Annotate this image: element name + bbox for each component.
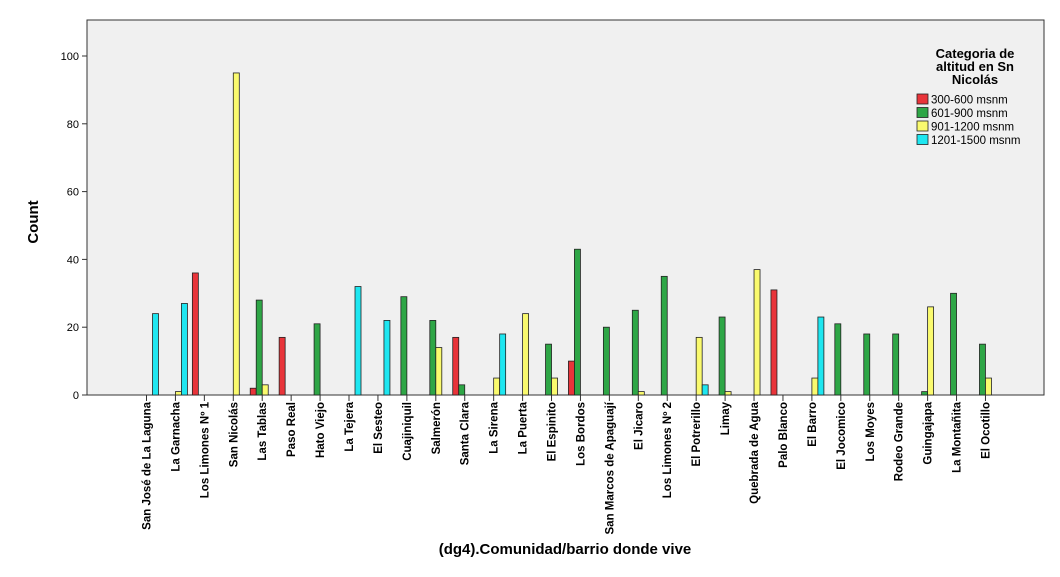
legend-label: 601-900 msnm <box>931 108 1008 120</box>
bar <box>181 303 188 396</box>
x-tick-label: La Tejera <box>344 401 356 451</box>
bar <box>522 313 529 396</box>
plot-area <box>86 19 1045 396</box>
bar <box>950 292 957 396</box>
bar <box>383 320 391 396</box>
x-tick-label: Las Tablas <box>257 402 269 461</box>
legend-swatch <box>916 93 929 105</box>
x-tick-label: Salmerón <box>431 402 443 454</box>
x-tick-label: Los Bordos <box>575 402 587 466</box>
x-tick-label: El Potrerillo <box>691 402 703 467</box>
x-tick-label: Quebrada de Agua <box>749 401 761 503</box>
bar <box>927 306 935 396</box>
x-tick-label: Los Moyes <box>865 402 877 461</box>
bar <box>493 377 501 396</box>
bar <box>817 316 825 396</box>
bar <box>892 333 900 396</box>
bar <box>985 377 992 396</box>
x-tick-label: El Jocomico <box>836 402 848 470</box>
bar <box>695 336 703 396</box>
legend-label: 1201-1500 msnm <box>931 135 1021 147</box>
bar <box>724 391 732 396</box>
bar <box>921 391 929 396</box>
x-tick-label: San Nicolás <box>228 402 240 467</box>
bar <box>701 384 709 396</box>
x-tick-label: Cuajiniquil <box>402 402 414 461</box>
x-tick-label: Palo Blanco <box>778 402 790 468</box>
x-tick-label: Guingajapa <box>923 401 935 464</box>
bar <box>863 333 871 396</box>
bar <box>718 316 726 396</box>
bar <box>175 391 182 396</box>
x-tick-label: El Sesteo <box>373 402 385 454</box>
bar <box>458 384 466 396</box>
x-tick-label: El Ocotillo <box>980 402 992 459</box>
x-tick-label: San Marcos de Apaguají <box>604 401 616 534</box>
x-axis: San José de La Laguna La Garnacha Los Limo… <box>142 395 992 535</box>
x-tick-label: San José de La Laguna <box>142 401 154 529</box>
y-axis: 0 20 40 60 80 100 <box>61 51 87 402</box>
bar <box>545 343 552 396</box>
x-tick-label: Paso Real <box>286 402 298 457</box>
bar <box>631 309 639 396</box>
x-tick-label: El Jicaro <box>633 402 645 450</box>
bar <box>429 320 437 396</box>
x-tick-label: La Puerta <box>518 401 530 454</box>
bar <box>255 299 263 396</box>
bar <box>435 347 443 396</box>
y-tick-label: 80 <box>67 119 79 131</box>
bar <box>811 377 819 396</box>
x-tick-label: Hato Viejo <box>315 402 327 458</box>
y-tick-label: 60 <box>67 187 79 199</box>
legend: Categoria de altitud en Sn Nicolás 300-6… <box>916 46 1021 147</box>
x-tick-label: Rodeo Grande <box>894 402 906 481</box>
bar <box>261 384 269 396</box>
bar <box>637 391 645 396</box>
x-tick-label: El Barro <box>807 402 819 447</box>
bar <box>979 343 986 396</box>
bar <box>574 248 581 396</box>
bar <box>249 387 257 396</box>
x-tick-label: El Espinito <box>547 402 559 461</box>
x-tick-label: La Sirena <box>489 401 501 453</box>
x-tick-label: Santa Clara <box>460 401 472 465</box>
bar <box>191 272 199 396</box>
bar <box>660 275 668 396</box>
x-axis-title: (dg4).Comunidad/barrio donde vive <box>439 541 692 558</box>
x-tick-label: Limay <box>720 401 732 435</box>
bar <box>452 336 460 396</box>
x-tick-label: La Garnacha <box>170 401 182 471</box>
bar <box>232 72 240 396</box>
bar <box>568 360 575 396</box>
bar <box>354 286 362 396</box>
y-tick-label: 100 <box>61 51 79 63</box>
legend-swatch <box>916 134 929 145</box>
bar <box>770 289 778 396</box>
legend-label: 300-600 msnm <box>931 95 1008 107</box>
bar <box>313 323 321 396</box>
legend-title-line: Nicolás <box>952 72 998 87</box>
legend-swatch <box>916 120 929 132</box>
y-axis-title: Count <box>25 200 42 243</box>
bar <box>152 313 159 396</box>
y-tick-label: 0 <box>73 390 79 402</box>
bar <box>400 296 408 396</box>
legend-title-line: altitud en Sn <box>936 59 1014 74</box>
legend-title-line: Categoria de <box>936 46 1015 61</box>
bar <box>602 326 610 396</box>
legend-label: 901-1200 msnm <box>931 122 1014 134</box>
bar <box>753 269 761 396</box>
legend-swatch <box>916 107 929 118</box>
x-tick-label: Los Limones Nº 1 <box>199 401 211 498</box>
y-tick-label: 20 <box>67 322 79 334</box>
bar <box>278 336 286 396</box>
x-tick-label: Los Limones Nº 2 <box>662 402 674 498</box>
y-tick-label: 40 <box>67 254 79 266</box>
bar <box>551 377 558 396</box>
bars <box>152 72 992 396</box>
bar <box>499 333 507 396</box>
x-tick-label: La Montañita <box>952 401 964 473</box>
bar <box>834 323 842 396</box>
